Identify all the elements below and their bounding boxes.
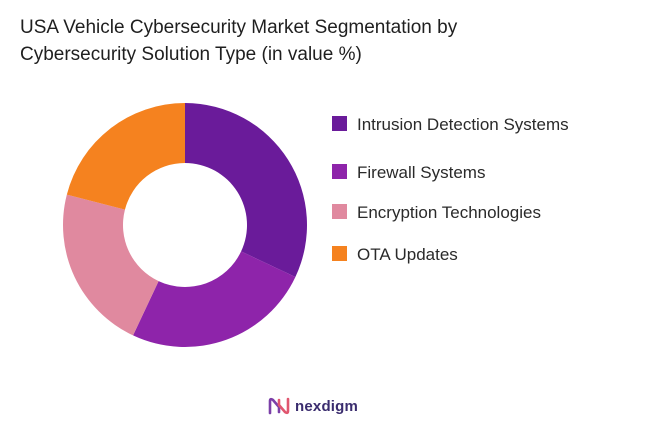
- brand-logo: nexdigm: [268, 396, 358, 416]
- legend-label: OTA Updates: [357, 245, 458, 264]
- donut-slice-firewall-systems: [133, 251, 296, 347]
- legend-item-encryption: Encryption Technologies: [332, 201, 587, 224]
- legend-item-intrusion-detection: Intrusion Detection Systems: [332, 113, 587, 136]
- chart-title: USA Vehicle Cybersecurity Market Segment…: [20, 14, 580, 68]
- donut-slice-encryption-technologies: [63, 194, 159, 336]
- chart-title-line-1: USA Vehicle Cybersecurity Market Segment…: [20, 17, 458, 38]
- nexdigm-logo-icon: [268, 397, 290, 415]
- logo-text: nexdigm: [295, 397, 359, 415]
- legend-swatch: [332, 204, 347, 219]
- donut-slice-intrusion-detection-systems: [185, 103, 307, 277]
- legend-label: Intrusion Detection Systems: [357, 115, 569, 134]
- donut-slice-ota-updates: [66, 103, 185, 210]
- legend-label: Encryption Technologies: [357, 203, 541, 222]
- chart-title-line-2: Cybersecurity Solution Type (in value %): [20, 44, 362, 65]
- legend-swatch: [332, 164, 347, 179]
- legend-item-ota: OTA Updates: [332, 243, 587, 266]
- legend-label: Firewall Systems: [357, 163, 486, 182]
- legend-item-firewall: Firewall Systems: [332, 161, 587, 184]
- legend-swatch: [332, 246, 347, 261]
- legend-swatch: [332, 116, 347, 131]
